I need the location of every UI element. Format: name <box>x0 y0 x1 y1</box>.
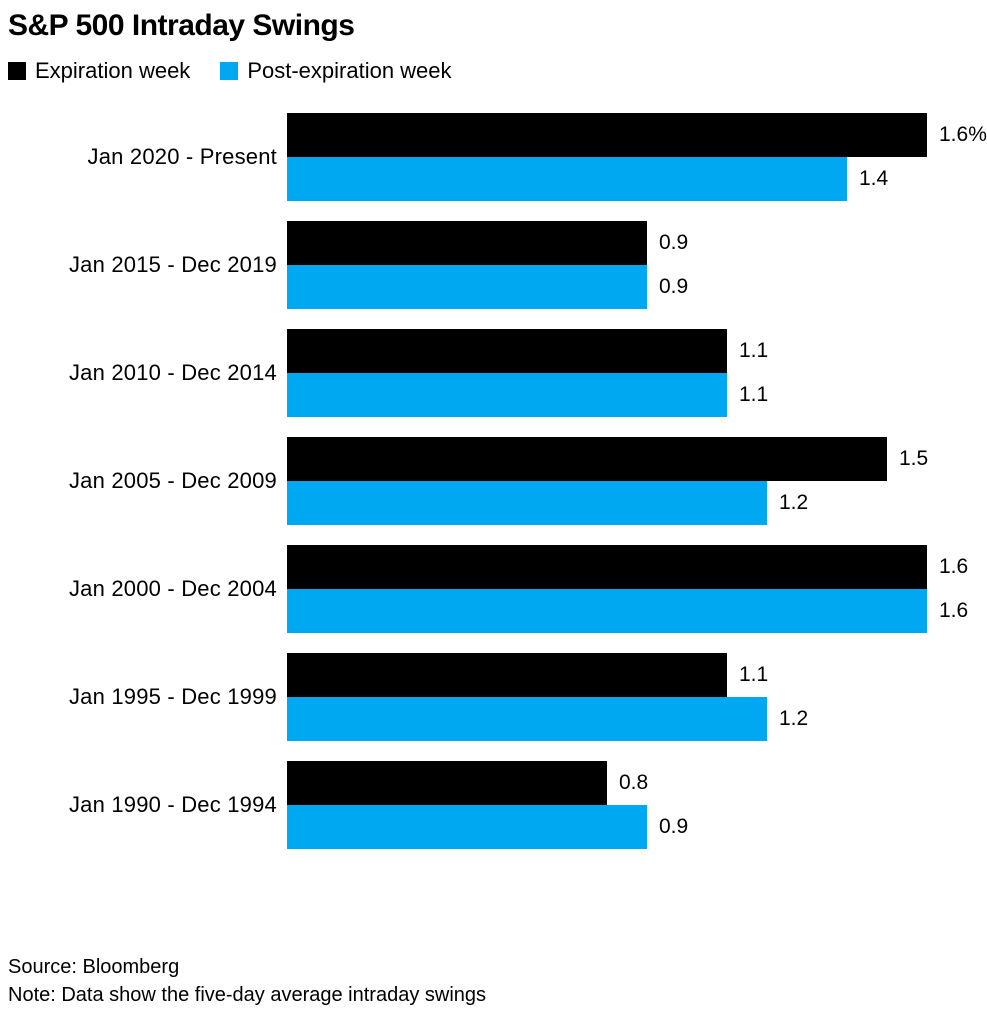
bar-group: 0.8 0.9 <box>287 761 987 849</box>
post-expiration-week-bar <box>287 265 647 309</box>
bar-group: 1.6 1.6 <box>287 545 987 633</box>
bar-group: 0.9 0.9 <box>287 221 987 309</box>
post-expiration-week-bar <box>287 805 647 849</box>
expiration-week-bar <box>287 437 887 481</box>
expiration-week-bar <box>287 653 727 697</box>
post-expiration-week-bar <box>287 697 767 741</box>
chart-row: Jan 2015 - Dec 2019 0.9 0.9 <box>8 221 987 309</box>
bar-group: 1.1 1.2 <box>287 653 987 741</box>
value-label: 1.5 <box>899 447 929 470</box>
value-label: 1.1 <box>739 339 769 362</box>
legend-item-post-expiration-week: Post-expiration week <box>220 58 452 84</box>
chart-row: Jan 2010 - Dec 2014 1.1 1.1 <box>8 329 987 417</box>
bar-group: 1.5 1.2 <box>287 437 987 525</box>
bar-line: 0.9 <box>287 805 987 849</box>
bar-line: 0.8 <box>287 761 987 805</box>
bar-line: 1.6 <box>287 589 987 633</box>
bar-group: 1.6% 1.4 <box>287 113 987 201</box>
value-label: 0.8 <box>619 771 649 794</box>
bar-line: 1.5 <box>287 437 987 481</box>
post-expiration-week-bar <box>287 589 927 633</box>
value-label: 1.6 <box>939 599 969 622</box>
bar-line: 1.4 <box>287 157 987 201</box>
expiration-week-bar <box>287 761 607 805</box>
bar-line: 1.1 <box>287 373 987 417</box>
value-label: 0.9 <box>659 815 689 838</box>
chart-row: Jan 2020 - Present 1.6% 1.4 <box>8 113 987 201</box>
bar-line: 1.6% <box>287 113 987 157</box>
chart-row: Jan 1995 - Dec 1999 1.1 1.2 <box>8 653 987 741</box>
category-label: Jan 2015 - Dec 2019 <box>68 252 277 277</box>
category-label: Jan 2005 - Dec 2009 <box>68 468 277 493</box>
source-note: Source: Bloomberg <box>8 956 180 978</box>
chart-title: S&P 500 Intraday Swings <box>8 9 355 42</box>
value-label: 1.6 <box>939 555 969 578</box>
bar-line: 1.1 <box>287 653 987 697</box>
category-label: Jan 2000 - Dec 2004 <box>68 576 277 601</box>
chart-row: Jan 2005 - Dec 2009 1.5 1.2 <box>8 437 987 525</box>
legend-item-expiration-week: Expiration week <box>8 58 190 84</box>
bar-group: 1.1 1.1 <box>287 329 987 417</box>
legend: Expiration week Post-expiration week <box>8 58 987 84</box>
legend-label-post-expiration: Post-expiration week <box>247 58 452 83</box>
value-label: 1.2 <box>779 491 809 514</box>
value-label: 0.9 <box>659 275 689 298</box>
chart-row: Jan 1990 - Dec 1994 0.8 0.9 <box>8 761 987 849</box>
value-label: 1.2 <box>779 707 809 730</box>
bar-line: 1.1 <box>287 329 987 373</box>
category-label: Jan 1995 - Dec 1999 <box>68 684 277 709</box>
expiration-week-bar <box>287 329 727 373</box>
bar-line: 0.9 <box>287 221 987 265</box>
post-expiration-week-bar <box>287 373 727 417</box>
legend-swatch-expiration-icon <box>8 62 26 80</box>
bar-line: 1.2 <box>287 697 987 741</box>
bar-line: 0.9 <box>287 265 987 309</box>
bar-line: 1.6 <box>287 545 987 589</box>
bar-line: 1.2 <box>287 481 987 525</box>
methodology-note: Note: Data show the five-day average int… <box>8 984 487 1006</box>
expiration-week-bar <box>287 113 927 157</box>
expiration-week-bar <box>287 545 927 589</box>
post-expiration-week-bar <box>287 157 847 201</box>
category-label: Jan 1990 - Dec 1994 <box>68 792 277 817</box>
value-label: 1.6% <box>939 123 987 146</box>
legend-label-expiration: Expiration week <box>35 58 191 83</box>
bar-chart: Jan 2020 - Present 1.6% 1.4 Jan 2015 - Dec … <box>8 113 987 869</box>
legend-swatch-post-expiration-icon <box>220 62 239 80</box>
category-label: Jan 2010 - Dec 2014 <box>68 360 277 385</box>
value-label: 1.1 <box>739 663 769 686</box>
post-expiration-week-bar <box>287 481 767 525</box>
chart-row: Jan 2000 - Dec 2004 1.6 1.6 <box>8 545 987 633</box>
chart-footer: Source: Bloomberg Note: Data show the fi… <box>8 953 987 1009</box>
value-label: 0.9 <box>659 231 689 254</box>
category-label: Jan 2020 - Present <box>87 144 277 169</box>
value-label: 1.1 <box>739 383 769 406</box>
expiration-week-bar <box>287 221 647 265</box>
value-label: 1.4 <box>859 167 889 190</box>
